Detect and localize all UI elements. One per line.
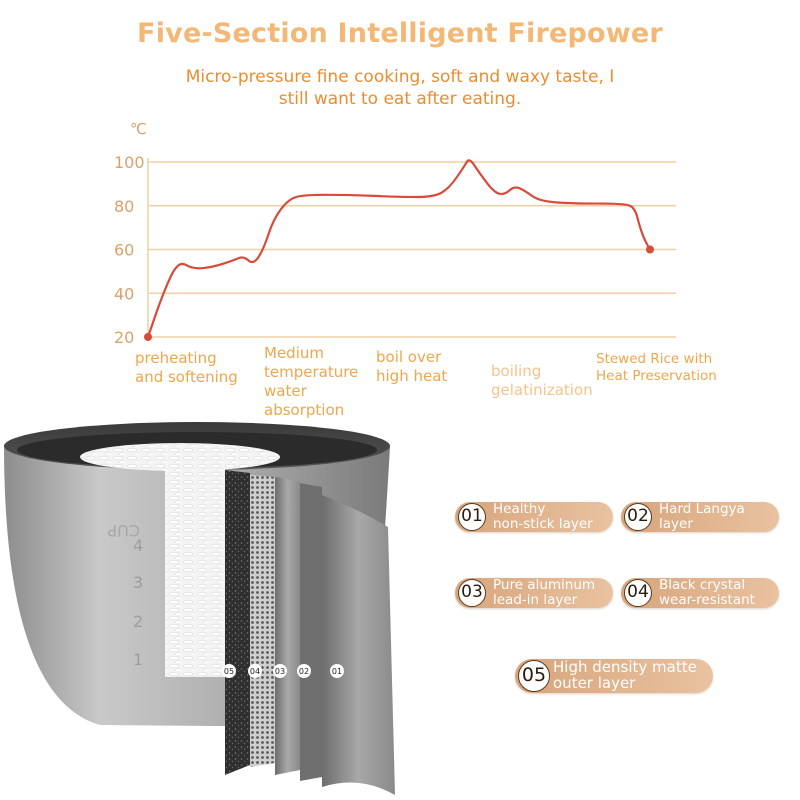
layer-label: Hard Langya layer	[659, 502, 745, 532]
chart-grid	[147, 158, 676, 338]
layer-label-line: Pure aluminum	[493, 577, 596, 593]
y-tick-labels: 100 80 60 40 20	[114, 153, 145, 347]
stage-text: Medium	[264, 344, 324, 362]
page-subtitle: Micro-pressure fine cooking, soft and wa…	[185, 67, 615, 109]
layer-tag-bubble	[273, 664, 287, 678]
y-tick-label: 40	[114, 284, 134, 303]
stage-text: absorption	[264, 401, 345, 419]
stage-label-gelatinization: boiling gelatinization	[491, 362, 593, 400]
stage-text: preheating	[135, 349, 217, 367]
stage-label-water-absorption: Medium temperature water absorption	[264, 344, 358, 420]
layer-tag-bubble	[330, 664, 344, 678]
layer-label: Black crystal wear-resistant	[659, 578, 755, 608]
stage-label-heat-preservation: Stewed Rice with Heat Preservation	[596, 351, 717, 385]
temperature-curve	[146, 159, 652, 339]
cup-scale-label: CUP	[107, 521, 140, 540]
layer-tag: 03	[275, 667, 285, 676]
layer-number: 01	[458, 503, 486, 531]
temperature-chart: ℃ 100 80 60 40 20	[114, 120, 676, 347]
stage-label-preheating: preheating and softening	[135, 349, 238, 387]
layer-label: Pure aluminum lead-in layer	[493, 578, 595, 608]
layer-badge-03: 03 Pure aluminum lead-in layer	[455, 578, 613, 608]
layer-label-line: wear-resistant	[659, 592, 755, 608]
inner-pot-illustration: CUP 4 3 2 1 05 04 03 02 01	[4, 422, 395, 795]
layer-label: Healthy non-stick layer	[493, 502, 593, 532]
y-tick-label: 80	[114, 197, 134, 216]
stage-text: temperature	[264, 363, 359, 381]
stage-text: and softening	[135, 368, 238, 386]
layer-tag: 01	[332, 667, 342, 676]
layer-label-line: Hard Langya	[659, 501, 745, 517]
y-tick-label: 20	[114, 328, 134, 347]
curve-end-point	[646, 245, 654, 254]
layer-number: 04	[624, 579, 652, 607]
cup-scale-mark: 4	[133, 536, 143, 555]
layer-tag: 05	[224, 667, 234, 676]
layer-tag-bubble	[248, 664, 262, 678]
stage-text: boil over	[376, 348, 442, 366]
layer-number: 03	[458, 579, 486, 607]
layer-tag: 02	[299, 667, 309, 676]
y-tick-label: 60	[114, 241, 134, 260]
stage-text: water	[264, 382, 307, 400]
stage-label-boil: boil over high heat	[376, 348, 447, 386]
y-axis-unit: ℃	[130, 120, 147, 138]
layer-label-line: layer	[659, 516, 693, 532]
layer-label-line: non-stick layer	[493, 516, 593, 532]
layer-label: High density matte outer layer	[553, 659, 697, 691]
layer-label-line: Healthy	[493, 501, 546, 517]
cup-scale-mark: 3	[133, 573, 143, 592]
layer-tag-bubble	[222, 664, 236, 678]
layer-tag-bubble	[297, 664, 311, 678]
page-title: Five-Section Intelligent Firepower	[137, 18, 663, 49]
layer-badge-02: 02 Hard Langya layer	[621, 502, 779, 532]
layer-tag: 04	[250, 667, 260, 676]
cup-scale-mark: 2	[133, 612, 143, 631]
stage-text: high heat	[376, 367, 448, 385]
y-tick-label: 100	[114, 153, 145, 172]
layer-badge-04: 04 Black crystal wear-resistant	[621, 578, 779, 608]
layer-number: 02	[624, 503, 652, 531]
stage-text: Heat Preservation	[596, 368, 717, 384]
stage-text: boiling	[491, 362, 542, 380]
layer-label-line: Black crystal	[659, 577, 746, 593]
stage-text: gelatinization	[491, 381, 593, 399]
layer-label-line: outer layer	[553, 674, 636, 692]
layer-label-line: High density matte	[553, 658, 697, 676]
layer-label-line: lead-in layer	[493, 592, 578, 608]
layer-number: 05	[518, 660, 550, 692]
layer-badge-01: 01 Healthy non-stick layer	[455, 502, 613, 532]
stage-text: Stewed Rice with	[596, 351, 713, 367]
layer-badge-05: 05 High density matte outer layer	[515, 659, 713, 693]
curve-start-point	[144, 333, 152, 341]
cup-scale-mark: 1	[133, 650, 143, 669]
